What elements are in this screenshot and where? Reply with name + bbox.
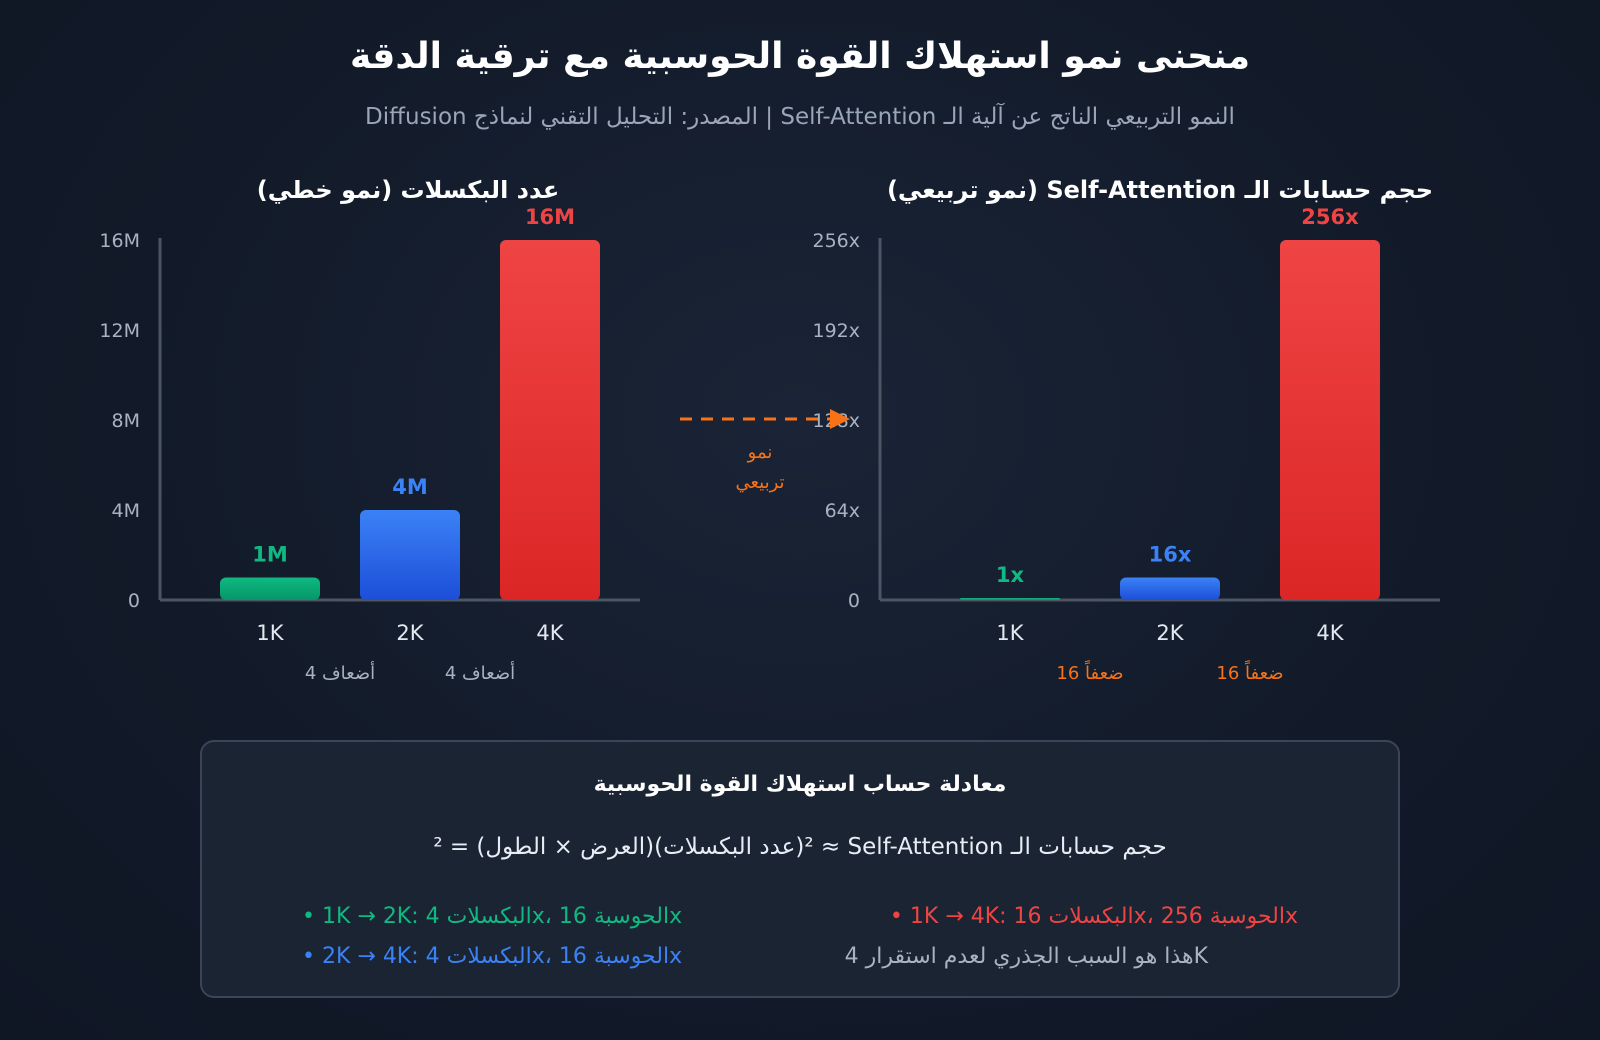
- chart2-value-label: 16x: [1149, 543, 1192, 567]
- chart1-value-label: 16M: [525, 205, 575, 229]
- chart2-step-note: 16 ضعفاً: [1216, 660, 1283, 684]
- chart2-value-label: 1x: [996, 563, 1025, 587]
- chart1-x-tick-label: 2K: [396, 621, 424, 645]
- charts-area: عدد البكسلات (نمو خطي) 0 4M 8M 12M 16M 1M 1K 4M 2…: [99, 176, 1440, 684]
- page-subtitle: Diffusion المصدر: التحليل التقني لنماذج …: [365, 104, 1235, 130]
- chart2-y-tick-label: 0: [848, 590, 860, 612]
- arrow-label-line1: نمو: [747, 442, 773, 463]
- quadratic-arrow-head-icon: [830, 409, 850, 429]
- chart1-x-tick-label: 4K: [536, 621, 564, 645]
- chart2-x-tick-label: 4K: [1316, 621, 1344, 645]
- formula-line-root-cause: هذا هو السبب الجذري لعدم استقرار 4K: [844, 944, 1208, 969]
- arrow-label-line2: تربيعي: [735, 472, 784, 493]
- formula-title: معادلة حساب استهلاك القوة الحوسبية: [593, 772, 1007, 797]
- page-title: منحنى نمو استهلاك القوة الحوسبية مع ترقي…: [349, 36, 1251, 77]
- formula-panel: معادلة حساب استهلاك القوة الحوسبية ² = (…: [200, 740, 1400, 998]
- chart1-y-tick-label: 8M: [112, 410, 140, 432]
- chart1-bar-4K: [500, 240, 600, 600]
- chart2-title: (نمو تربيعي) Self-Attention حجم حسابات ا…: [887, 176, 1433, 204]
- chart1-y-tick-label: 0: [128, 590, 140, 612]
- chart2-bar-2K: [1120, 577, 1220, 600]
- chart2-bar-1K: [960, 598, 1060, 600]
- chart2-bar-4K: [1280, 240, 1380, 600]
- chart1-y-tick-label: 16M: [99, 230, 140, 252]
- chart1-bar-2K: [360, 510, 460, 600]
- formula-equation: ² = (العرض × الطول)²(عدد البكسلات) ≈ Sel…: [433, 834, 1167, 860]
- chart2-x-tick-label: 2K: [1156, 621, 1184, 645]
- chart1-y-tick-label: 4M: [112, 500, 140, 522]
- formula-line-1k-4k: • 1K → 4K: 16 البكسلاتx، 256 الحوسبةx: [889, 904, 1298, 929]
- chart1-title: عدد البكسلات (نمو خطي): [257, 176, 559, 204]
- chart1-y-tick-label: 12M: [99, 320, 140, 342]
- chart1-value-label: 1M: [252, 543, 288, 567]
- chart1-x-tick-label: 1K: [256, 621, 284, 645]
- chart2-value-label: 256x: [1301, 205, 1359, 229]
- chart2-y-tick-label: 64x: [825, 500, 860, 522]
- chart1-bar-1K: [220, 577, 320, 600]
- chart2-y-tick-label: 256x: [812, 230, 860, 252]
- chart2-x-tick-label: 1K: [996, 621, 1024, 645]
- formula-line-2k-4k: • 2K → 4K: 4 البكسلاتx، 16 الحوسبةx: [302, 944, 683, 969]
- chart1-value-label: 4M: [392, 475, 428, 499]
- chart2-step-note: 16 ضعفاً: [1056, 660, 1123, 684]
- formula-line-1k-2k: • 1K → 2K: 4 البكسلاتx، 16 الحوسبةx: [302, 904, 683, 929]
- chart1-step-note: أضعاف 4: [305, 661, 375, 684]
- chart1-step-note: أضعاف 4: [445, 661, 515, 684]
- chart2-y-tick-label: 192x: [812, 320, 860, 342]
